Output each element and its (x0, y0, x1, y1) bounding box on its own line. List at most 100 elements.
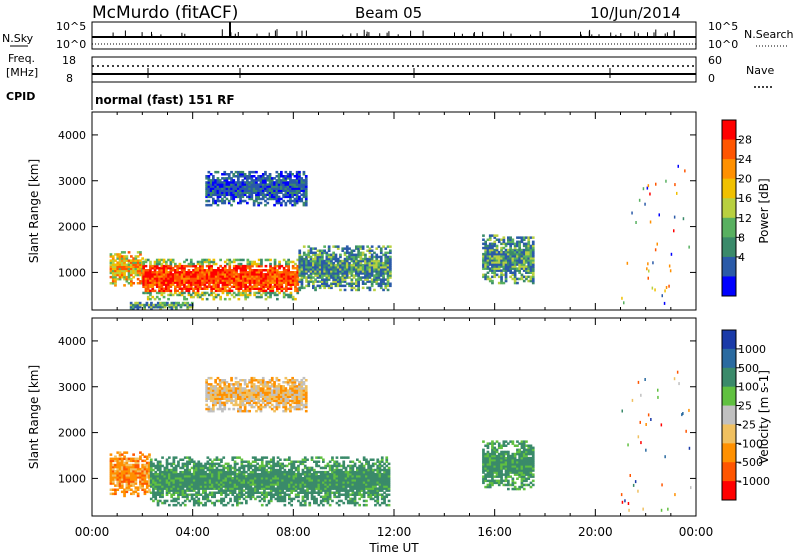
power-cell (293, 189, 297, 192)
velocity-cell (349, 468, 352, 472)
velocity-cell (251, 456, 255, 459)
power-cell (212, 287, 216, 290)
power-cell (357, 266, 360, 269)
velocity-cell (337, 464, 341, 468)
power-cell (207, 195, 211, 199)
power-cell (300, 261, 304, 265)
power-cell (194, 279, 198, 282)
power-cell (221, 197, 224, 201)
power-cell (289, 283, 293, 286)
power-cell (246, 281, 250, 284)
velocity-cell (148, 453, 151, 456)
power-cell (189, 262, 193, 266)
power-cell (242, 273, 245, 276)
power-cell (230, 281, 234, 284)
velocity-cell (229, 485, 232, 488)
velocity-cell (183, 495, 187, 499)
velocity-cell (317, 464, 321, 468)
power-cell (502, 263, 506, 266)
power-cell (253, 260, 256, 264)
power-cell (382, 261, 385, 265)
power-cell (522, 257, 526, 260)
velocity-cell (299, 479, 303, 482)
power-cell (205, 260, 209, 264)
power-cell (379, 280, 383, 283)
power-cell (123, 277, 126, 281)
power-cell (129, 301, 133, 305)
power-cell (386, 263, 390, 267)
velocity-cell (120, 476, 124, 479)
power-cell (192, 271, 195, 274)
power-cell (219, 289, 222, 293)
power-cell (252, 185, 256, 188)
power-cell (386, 274, 390, 277)
velocity-cell (170, 483, 173, 486)
power-cell (520, 265, 524, 268)
velocity-cell (247, 468, 250, 472)
power-cell (120, 251, 124, 254)
velocity-cell (328, 487, 332, 490)
velocity-cell (297, 475, 300, 478)
power-cell (264, 277, 268, 280)
velocity-cell (143, 472, 147, 475)
power-cell (504, 265, 508, 268)
velocity-cell (313, 489, 316, 492)
power-cell (180, 287, 184, 290)
power-cell (221, 187, 224, 190)
velocity-cell (344, 472, 348, 476)
power-cell (502, 265, 506, 268)
velocity-cell (136, 463, 140, 467)
power-cell (111, 261, 115, 264)
power-cell (132, 271, 135, 275)
velocity-cell (174, 499, 178, 503)
power-cell (295, 183, 299, 186)
velocity-cell (141, 474, 144, 477)
velocity-cell (123, 472, 126, 475)
velocity-cell (186, 475, 189, 478)
power-cell (366, 272, 369, 275)
power-cell (189, 271, 193, 274)
power-cell (139, 263, 142, 266)
power-cell (136, 307, 140, 311)
power-cell (241, 189, 245, 192)
power-cell (307, 245, 311, 248)
power-cell (187, 285, 191, 288)
velocity-cell (238, 493, 241, 496)
power-cell (531, 246, 535, 250)
power-cell (246, 181, 249, 184)
power-cell (513, 246, 517, 250)
power-cell (504, 255, 508, 258)
power-cell (518, 242, 521, 246)
power-cell (194, 269, 198, 272)
power-cell (314, 259, 317, 263)
velocity-cell (192, 483, 196, 486)
power-cell (259, 183, 263, 186)
velocity-cell (319, 483, 323, 486)
power-cell (504, 271, 508, 274)
power-cell (312, 286, 315, 290)
power-cell (502, 261, 506, 264)
power-cell (201, 269, 204, 272)
power-cell (234, 187, 238, 190)
power-cell (330, 261, 333, 265)
velocity-cell (272, 495, 275, 499)
velocity-cell (213, 479, 216, 482)
power-cell (160, 277, 164, 280)
power-cell (486, 238, 490, 241)
velocity-cell (195, 495, 198, 499)
power-cell (482, 246, 485, 250)
power-cell (488, 242, 492, 246)
power-cell (491, 265, 494, 268)
power-cell (134, 255, 138, 258)
power-cell (230, 195, 233, 199)
velocity-cell (152, 487, 155, 490)
velocity-cell (172, 472, 176, 476)
velocity-cell (179, 485, 182, 488)
velocity-cell (116, 457, 120, 461)
velocity-cell (324, 464, 327, 468)
velocity-cell (120, 482, 124, 485)
power-cell (525, 255, 528, 258)
velocity-cell (145, 457, 149, 461)
power-cell (531, 244, 535, 248)
velocity-cell (213, 481, 216, 484)
